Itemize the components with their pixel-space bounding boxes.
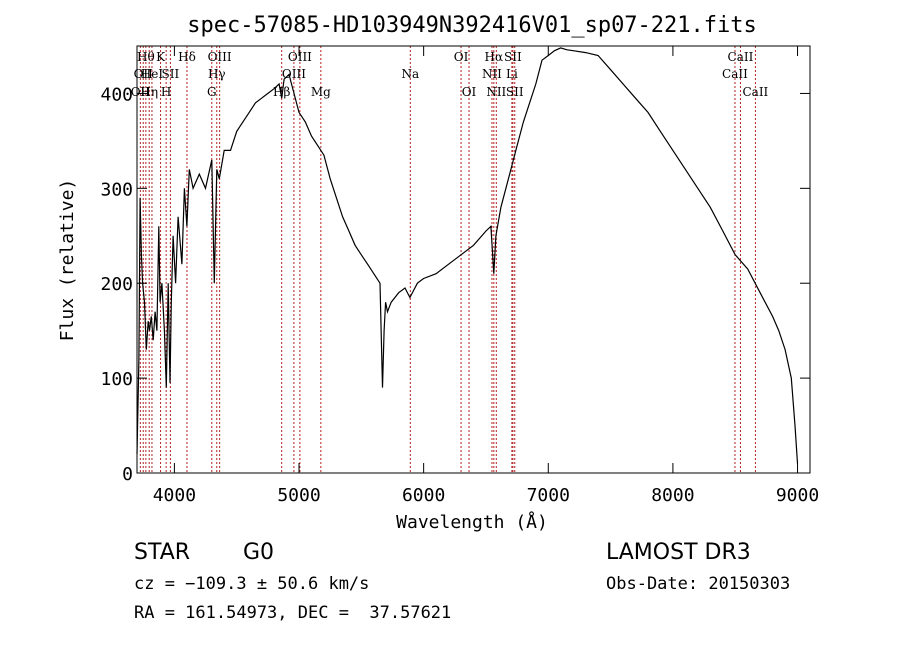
line-marker-label: OII [131, 85, 151, 99]
line-marker-label: Hα [485, 50, 504, 64]
x-tick-label: 9000 [776, 485, 819, 506]
y-axis-label: Flux (relative) [57, 179, 78, 342]
line-marker-label: OI [462, 85, 477, 99]
y-tick-label: 100 [100, 369, 133, 390]
chart-title: spec-57085-HD103949N392416V01_sp07-221.f… [187, 13, 757, 38]
x-tick-label: 4000 [153, 485, 196, 506]
line-marker-label: SII [506, 85, 524, 99]
y-tick-label: 400 [100, 84, 133, 105]
line-marker-label: Mg [311, 85, 331, 99]
line-marker-label: CaII [722, 67, 748, 81]
line-marker-label: Hθ [137, 50, 155, 64]
line-marker-label: Hδ [178, 50, 196, 64]
line-marker-label: OIII [288, 50, 312, 64]
coordinates: RA = 161.54973, DEC = 37.57621 [134, 603, 452, 623]
line-marker-label: Hγ [208, 67, 226, 81]
y-axis-ticks: 0 100 200 300 400 [100, 84, 810, 485]
redshift-velocity: cz = −109.3 ± 50.6 km/s [134, 574, 370, 594]
line-marker-label: NII [486, 85, 506, 99]
y-tick-label: 300 [100, 179, 133, 200]
line-marker-label: Na [401, 67, 419, 81]
line-marker-label: G [207, 85, 217, 99]
x-axis-ticks: 4000 5000 6000 7000 8000 9000 [153, 46, 819, 506]
line-marker-label: HeI [141, 67, 164, 81]
x-tick-label: 7000 [527, 485, 570, 506]
object-subclass: G0 [243, 540, 275, 565]
x-tick-label: 8000 [651, 485, 694, 506]
line-marker-label: OIII [282, 67, 306, 81]
line-marker-label: OI [454, 50, 469, 64]
line-marker-label: Hη [140, 85, 158, 99]
spectrum-line [136, 47, 799, 464]
line-marker-label: SII [504, 50, 522, 64]
survey-name: LAMOST DR3 [606, 540, 751, 565]
x-axis-label: Wavelength (Å) [396, 511, 548, 533]
line-marker-label: CaII [742, 85, 768, 99]
line-marker-label: OII [134, 67, 154, 81]
y-tick-label: 200 [100, 274, 133, 295]
line-marker-label: Li [506, 67, 518, 81]
object-class: STAR [134, 540, 191, 565]
spectral-line-labels: OII OII Hθ Hη HeI K H SII Hδ G Hγ OIII Hβ OIII OIII Mg N… [131, 50, 769, 99]
y-tick-label: 0 [122, 464, 133, 485]
line-marker-label: NII [482, 67, 502, 81]
line-marker-label: K [156, 50, 166, 64]
line-marker-label: H [161, 85, 171, 99]
spectral-line-markers [139, 46, 756, 473]
observation-date: Obs-Date: 20150303 [606, 574, 791, 594]
line-marker-label: OIII [208, 50, 232, 64]
x-tick-label: 5000 [277, 485, 320, 506]
line-marker-label: SII [162, 67, 180, 81]
plot-frame [136, 45, 811, 474]
line-marker-label: Hβ [273, 85, 290, 99]
x-tick-label: 6000 [402, 485, 445, 506]
line-marker-label: CaII [728, 50, 754, 64]
